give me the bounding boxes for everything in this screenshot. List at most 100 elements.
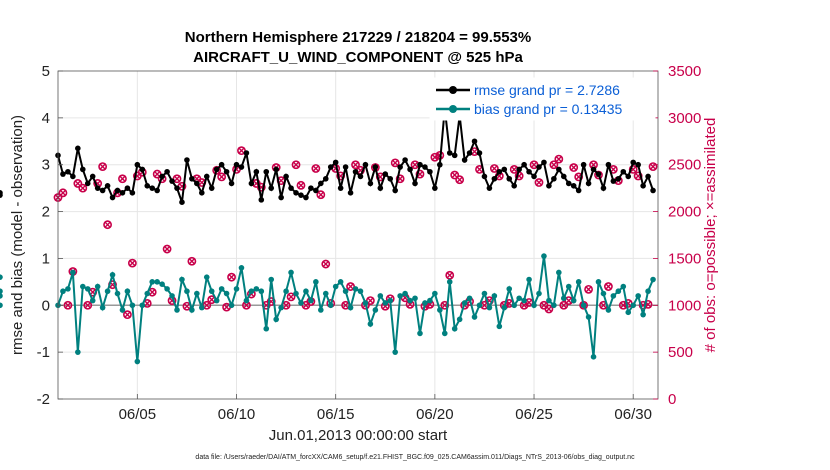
obs-possible-marker — [98, 162, 108, 171]
rmse-point — [491, 175, 498, 182]
obs-assimilated-marker — [312, 164, 320, 172]
rmse-point — [417, 161, 423, 168]
obs-assimilated-marker — [471, 148, 479, 156]
bias-point — [154, 279, 160, 285]
rmse-point — [179, 199, 185, 205]
rmse-point — [308, 185, 314, 191]
obs-assimilated-marker — [228, 273, 236, 281]
obs-possible-marker — [415, 169, 425, 179]
obs-assimilated-stroke — [123, 311, 131, 319]
obs-possible-marker — [58, 188, 68, 198]
obs-possible-marker — [455, 175, 465, 185]
obs-assimilated-stroke — [490, 164, 498, 172]
bias-point — [243, 297, 250, 304]
bias-point — [223, 290, 230, 297]
obs-assimilated-stroke — [356, 166, 364, 174]
obs-assimilated-stroke — [64, 301, 72, 309]
rmse-point — [322, 175, 329, 182]
rmse-point — [303, 194, 309, 201]
bias-point — [194, 290, 200, 297]
rmse-point — [546, 183, 552, 189]
bias-point — [0, 293, 3, 299]
y-tick-label: 2 — [42, 204, 50, 221]
obs-assimilated-stroke — [188, 257, 196, 265]
bias-point — [268, 276, 275, 283]
obs-assimilated-stroke — [525, 298, 533, 306]
obs-possible-marker — [648, 162, 658, 171]
obs-assimilated-stroke — [352, 161, 360, 169]
obs-assimilated-marker — [550, 161, 558, 169]
y2-tick-label: 1000 — [668, 297, 701, 314]
obs-possible-marker — [123, 310, 132, 320]
bias-point — [645, 288, 651, 295]
bias-point — [218, 286, 225, 292]
obs-assimilated-marker — [218, 173, 226, 181]
bias-point — [124, 288, 131, 295]
rmse-point — [119, 190, 126, 196]
bias-point — [79, 283, 86, 290]
obs-assimilated-marker — [128, 259, 136, 267]
obs-assimilated-marker — [237, 147, 245, 155]
rmse-point — [402, 157, 408, 163]
bias-point — [253, 286, 260, 292]
bias-point — [174, 307, 180, 313]
obs-assimilated-marker — [545, 305, 553, 313]
bias-point — [441, 330, 448, 337]
obs-possible-marker — [559, 300, 569, 310]
y-tick-label: 3 — [42, 157, 50, 174]
obs-assimilated-stroke — [292, 161, 300, 169]
y2-tick-label: 0 — [668, 391, 676, 408]
obs-assimilated-stroke — [565, 297, 573, 305]
obs-assimilated-marker — [604, 283, 612, 291]
rmse-point — [382, 171, 389, 177]
rmse-point — [104, 183, 111, 189]
rmse-point — [486, 185, 493, 191]
bias-point — [332, 283, 339, 290]
obs-assimilated-stroke — [208, 296, 216, 304]
obs-assimilated-marker — [585, 285, 593, 293]
rmse-point — [139, 166, 146, 173]
rmse-point — [75, 145, 81, 152]
rmse-point — [233, 161, 240, 168]
bias-point — [605, 307, 612, 313]
rmse-point — [253, 168, 260, 175]
bias-point — [60, 288, 66, 295]
rmse-point — [595, 171, 602, 177]
obs-assimilated-marker — [183, 302, 191, 310]
y2-tick-label: 2500 — [668, 157, 701, 174]
obs-assimilated-marker — [148, 288, 156, 296]
y2-tick-label: 3500 — [668, 63, 701, 80]
rmse-point — [407, 166, 413, 173]
obs-assimilated-stroke — [322, 260, 330, 268]
rmse-point — [560, 173, 567, 180]
rmse-point — [551, 175, 557, 182]
bias-point — [208, 288, 215, 295]
bias-point — [283, 288, 289, 295]
bias-point — [70, 269, 76, 276]
rmse-point — [506, 175, 513, 182]
obs-assimilated-marker — [118, 175, 126, 183]
obs-possible-marker — [73, 179, 83, 188]
rmse-point — [476, 150, 483, 156]
bias-point — [650, 276, 656, 283]
bias-point — [560, 295, 567, 302]
obs-assimilated-stroke — [242, 301, 250, 309]
bias-point — [526, 276, 532, 283]
bias-point — [407, 297, 413, 304]
y-axis-label: rmse and bias (model - observation) — [9, 115, 26, 355]
bias-point — [0, 302, 3, 309]
bias-point — [0, 288, 3, 295]
obs-assimilated-marker — [322, 260, 330, 268]
rmse-point — [610, 178, 617, 184]
bias-point — [625, 309, 632, 316]
bias-point — [516, 295, 522, 302]
obs-possible-marker — [445, 270, 455, 280]
obs-possible-marker — [63, 300, 73, 310]
bias-point — [119, 307, 126, 313]
obs-assimilated-marker — [64, 301, 72, 309]
bias-point — [536, 290, 542, 297]
y-tick-label: 4 — [42, 110, 50, 127]
rmse-point — [174, 185, 180, 191]
obs-assimilated-marker — [490, 164, 498, 172]
obs-possible-marker — [311, 164, 321, 173]
